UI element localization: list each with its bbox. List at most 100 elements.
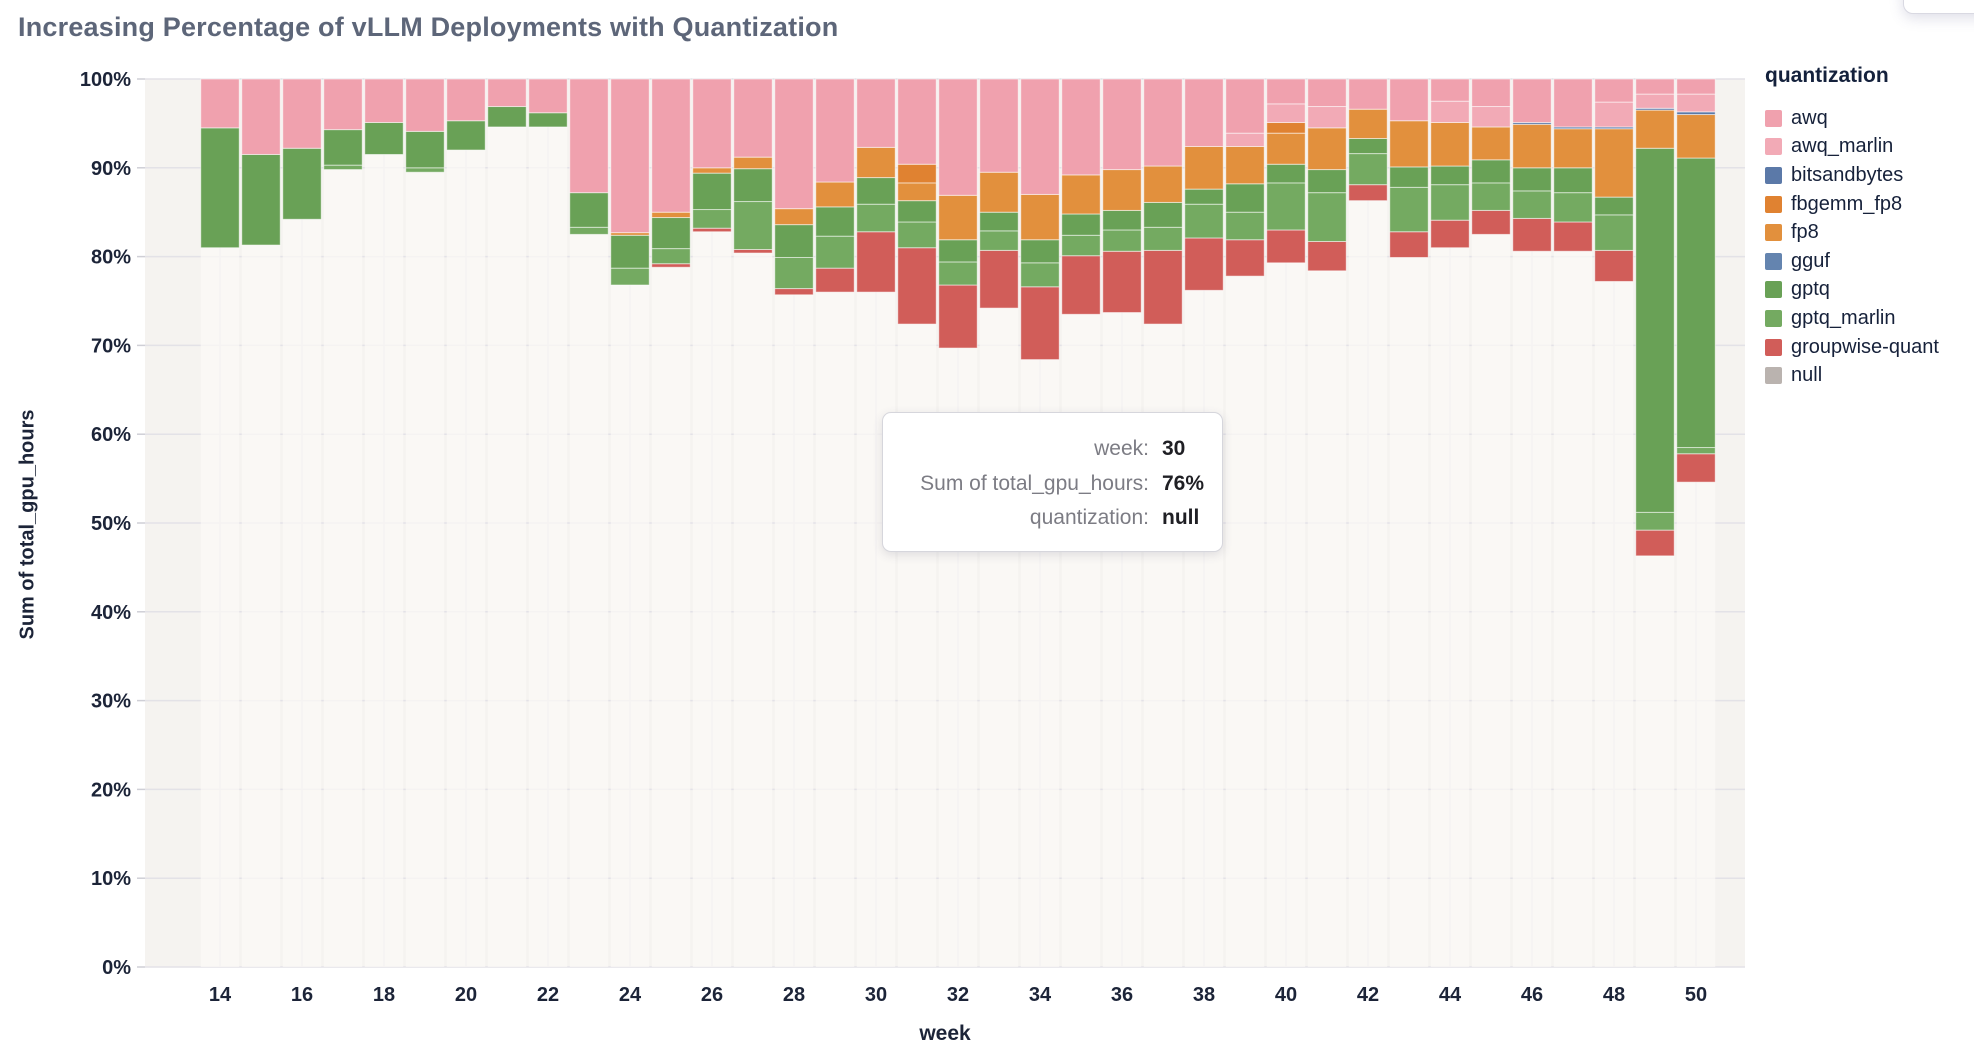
bar-segment-gptq[interactable] [241, 153, 281, 246]
bar-segment-fp8[interactable] [1635, 109, 1675, 149]
bar-segment-awq_marlin[interactable] [1307, 106, 1347, 129]
bar-segment-null[interactable] [1553, 251, 1593, 968]
bar-segment-fp8[interactable] [1430, 122, 1470, 167]
bar-segment-gptq[interactable] [1553, 167, 1593, 194]
bar-segment-awq[interactable] [1676, 78, 1716, 95]
bar-segment-gptq[interactable] [815, 206, 855, 237]
bar-segment-gptq[interactable] [1102, 209, 1142, 231]
bar-segment-null[interactable] [815, 292, 855, 967]
bar-segment-gptq_marlin[interactable] [979, 230, 1019, 251]
bar-segment-gptq[interactable] [774, 224, 814, 258]
bar-segment-awq[interactable] [1512, 78, 1552, 124]
bar-segment-gptq[interactable] [979, 211, 1019, 232]
bar-segment-gptq[interactable] [1635, 147, 1675, 513]
bar-segment-fp8[interactable] [1512, 123, 1552, 169]
bar-segment-null[interactable] [1512, 251, 1552, 968]
bar-segment-awq[interactable] [856, 78, 896, 148]
bar-segment-null[interactable] [241, 245, 281, 967]
bar-segment-fp8[interactable] [1184, 145, 1224, 190]
legend-item-fp8[interactable]: fp8 [1765, 218, 1970, 247]
bar-segment-null[interactable] [323, 169, 363, 968]
bar-segment-fp8[interactable] [651, 211, 691, 219]
bar-segment-gptq_marlin[interactable] [323, 164, 363, 171]
bar-segment-gptq_marlin[interactable] [1635, 511, 1675, 531]
bar-segment-groupwise-quant[interactable] [1512, 217, 1552, 252]
bar-segment-awq_marlin[interactable] [1635, 93, 1675, 109]
bar-segment-null[interactable] [856, 292, 896, 967]
bar-segment-gptq[interactable] [1430, 165, 1470, 186]
bar-segment-null[interactable] [1266, 262, 1306, 967]
bar-segment-gptq_marlin[interactable] [569, 226, 609, 235]
bar-segment-awq[interactable] [610, 78, 650, 234]
bar-segment-groupwise-quant[interactable] [1102, 250, 1142, 314]
bar-segment-awq[interactable] [1430, 78, 1470, 102]
bar-segment-gptq[interactable] [200, 127, 240, 249]
bar-segment-gptq[interactable] [446, 120, 486, 151]
bar-segment-gptq_marlin[interactable] [774, 256, 814, 290]
bar-segment-groupwise-quant[interactable] [1430, 219, 1470, 249]
bar-segment-awq[interactable] [1348, 78, 1388, 110]
bar-segment-gptq[interactable] [1184, 188, 1224, 205]
bar-segment-gptq[interactable] [1266, 163, 1306, 184]
bar-segment-null[interactable] [1389, 257, 1429, 967]
bar-segment-fp8[interactable] [856, 146, 896, 179]
bar-segment-null[interactable] [733, 253, 773, 968]
bar-segment-fp8[interactable] [733, 156, 773, 170]
bar-segment-null[interactable] [610, 285, 650, 967]
bar-segment-null[interactable] [692, 231, 732, 968]
bar-segment-awq_marlin[interactable] [1594, 101, 1634, 128]
bar-segment-null[interactable] [569, 234, 609, 967]
bar-segment-groupwise-quant[interactable] [1594, 249, 1634, 282]
bar-segment-groupwise-quant[interactable] [1143, 249, 1183, 325]
bar-segment-gptq[interactable] [856, 177, 896, 205]
bar-segment-groupwise-quant[interactable] [1635, 529, 1675, 557]
bar-segment-awq[interactable] [1102, 78, 1142, 171]
bar-segment-awq[interactable] [1635, 78, 1675, 95]
legend-item-fbgemm_fp8[interactable]: fbgemm_fp8 [1765, 190, 1970, 219]
bar-segment-gptq[interactable] [692, 172, 732, 211]
bar-segment-groupwise-quant[interactable] [1020, 286, 1060, 361]
bar-segment-awq[interactable] [651, 78, 691, 213]
bar-segment-awq[interactable] [1184, 78, 1224, 147]
bar-segment-gptq[interactable] [733, 168, 773, 203]
bar-segment-gptq_marlin[interactable] [1553, 192, 1593, 223]
bar-segment-awq[interactable] [569, 78, 609, 194]
bar-segment-gptq_marlin[interactable] [1471, 182, 1511, 211]
bar-segment-gptq_marlin[interactable] [815, 235, 855, 269]
bar-segment-gptq_marlin[interactable] [651, 248, 691, 265]
bar-segment-groupwise-quant[interactable] [1307, 241, 1347, 272]
bar-segment-groupwise-quant[interactable] [774, 288, 814, 296]
bar-segment-gptq[interactable] [1389, 166, 1429, 188]
bar-segment-awq[interactable] [733, 78, 773, 158]
bar-segment-groupwise-quant[interactable] [733, 248, 773, 254]
bar-segment-groupwise-quant[interactable] [897, 247, 937, 325]
bar-segment-gptq_marlin[interactable] [692, 209, 732, 229]
bar-segment-gptq_marlin[interactable] [733, 201, 773, 250]
bar-segment-groupwise-quant[interactable] [1348, 184, 1388, 202]
bar-segment-awq[interactable] [1553, 78, 1593, 128]
bar-segment-gptq[interactable] [364, 122, 404, 155]
bar-segment-awq_marlin[interactable] [1676, 93, 1716, 113]
bar-segment-fp8[interactable] [1061, 174, 1101, 215]
bar-segment-fp8[interactable] [815, 181, 855, 208]
bar-segment-null[interactable] [1471, 234, 1511, 967]
bar-segment-fp8[interactable] [1471, 126, 1511, 161]
bar-segment-null[interactable] [1635, 555, 1675, 967]
bar-segment-gptq_marlin[interactable] [1102, 229, 1142, 252]
bar-segment-gptq[interactable] [1594, 196, 1634, 216]
bar-segment-fp8[interactable] [1266, 132, 1306, 165]
bar-segment-fp8[interactable] [1225, 145, 1265, 185]
legend-item-null[interactable]: null [1765, 361, 1970, 390]
bar-segment-gptq_marlin[interactable] [1061, 234, 1101, 257]
bar-segment-gptq_marlin[interactable] [1225, 211, 1265, 241]
bar-segment-groupwise-quant[interactable] [692, 227, 732, 233]
bar-segment-gptq[interactable] [1512, 167, 1552, 192]
bar-segment-gptq[interactable] [487, 106, 527, 128]
bar-segment-null[interactable] [487, 126, 527, 967]
bar-segment-awq[interactable] [1471, 78, 1511, 108]
bar-segment-null[interactable] [1225, 276, 1265, 967]
bar-segment-fp8[interactable] [1553, 128, 1593, 169]
bar-segment-gptq[interactable] [1307, 169, 1347, 194]
bar-segment-gptq[interactable] [1471, 159, 1511, 184]
legend-item-bitsandbytes[interactable]: bitsandbytes [1765, 161, 1970, 190]
